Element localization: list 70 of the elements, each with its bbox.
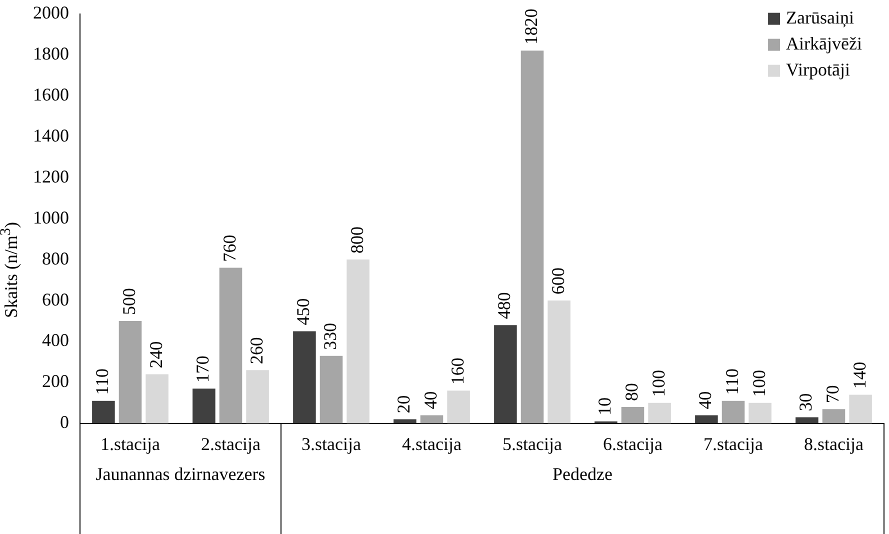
x-tick-label: 4.stacija xyxy=(402,434,462,454)
data-label: 240 xyxy=(146,341,166,368)
y-tick-label: 600 xyxy=(42,289,69,310)
data-label: 330 xyxy=(320,322,340,350)
data-label: 110 xyxy=(722,368,742,395)
text: Jaunannas dzirnavezers xyxy=(96,464,266,484)
data-label: 10 xyxy=(594,397,615,416)
bar xyxy=(192,388,216,424)
bar xyxy=(320,356,343,424)
bar xyxy=(246,370,269,424)
data-label: 70 xyxy=(822,385,842,404)
data-label: 80 xyxy=(621,383,642,402)
data-label: 100 xyxy=(648,370,668,397)
y-tick-label: 400 xyxy=(42,330,69,350)
bar xyxy=(548,300,570,424)
data-label: 40 xyxy=(695,391,716,410)
y-tick-label: 1800 xyxy=(33,43,69,64)
data-label: 500 xyxy=(118,288,139,315)
y-tick-label: 1000 xyxy=(33,207,69,228)
data-label: 600 xyxy=(548,268,568,295)
bar xyxy=(118,321,142,424)
bar xyxy=(447,390,470,424)
data-label: 800 xyxy=(346,226,367,254)
bar xyxy=(494,325,517,424)
data-label: 170 xyxy=(192,356,213,383)
bar xyxy=(748,402,772,424)
bar xyxy=(621,407,644,424)
text: Pededze xyxy=(552,464,612,484)
data-label: 260 xyxy=(246,337,266,364)
bar xyxy=(520,50,544,424)
data-label: 40 xyxy=(420,391,440,410)
data-label: 480 xyxy=(494,292,514,320)
data-label: 450 xyxy=(293,298,314,326)
x-tick-label: 3.stacija xyxy=(302,434,361,454)
y-tick-label: 0 xyxy=(60,412,69,432)
data-label: 100 xyxy=(748,370,769,397)
y-tick-label: 1600 xyxy=(33,84,69,104)
bar xyxy=(146,374,168,424)
data-label: 110 xyxy=(92,368,112,395)
bar xyxy=(92,400,115,424)
data-label: 760 xyxy=(219,234,240,262)
bar xyxy=(346,260,370,424)
x-tick-label: 7.stacija xyxy=(704,434,763,454)
x-tick-label: 5.stacija xyxy=(502,434,562,454)
x-tick-label: 1.stacija xyxy=(100,434,160,454)
bar xyxy=(695,415,718,424)
x-tick-label: 2.stacija xyxy=(201,434,260,454)
data-label: 140 xyxy=(849,362,870,389)
y-tick-label: 1400 xyxy=(33,125,69,146)
x-tick-label: 8.stacija xyxy=(804,434,864,454)
data-label: 20 xyxy=(394,395,414,414)
bar xyxy=(796,417,818,424)
bar xyxy=(293,331,316,424)
legend-label: Virpotāji xyxy=(786,60,850,80)
legend-label: Airkājvēži xyxy=(786,34,862,54)
bar xyxy=(219,268,242,424)
bar xyxy=(822,409,846,424)
bar xyxy=(420,415,444,424)
data-label: 30 xyxy=(796,393,816,412)
data-label: 160 xyxy=(447,358,468,385)
y-tick-label: 800 xyxy=(42,248,69,268)
data-label: 1820 xyxy=(520,8,541,45)
y-tick-label: 1200 xyxy=(33,166,69,186)
bar xyxy=(722,400,745,424)
y-tick-label: 200 xyxy=(42,371,69,392)
x-tick-label: 6.stacija xyxy=(603,434,662,454)
legend-label: Zarūsaiņi xyxy=(786,8,854,28)
bar xyxy=(648,402,671,424)
y-tick-label: 2000 xyxy=(33,2,69,23)
bar xyxy=(849,394,872,424)
